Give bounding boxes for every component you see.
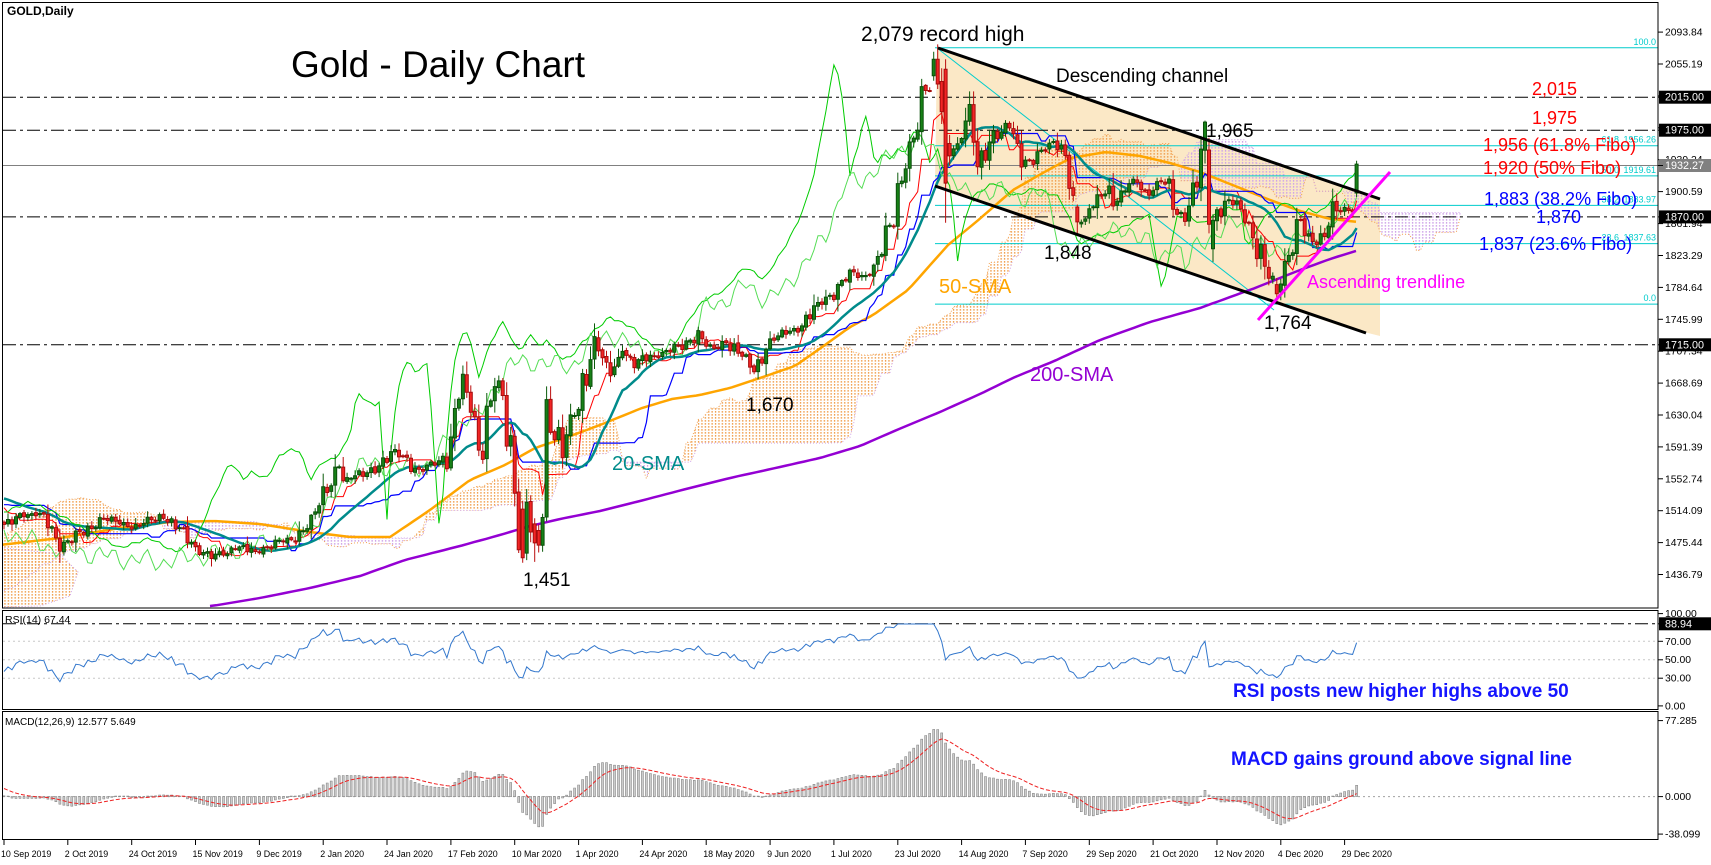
svg-text:2093.84: 2093.84 [1665, 28, 1703, 39]
svg-text:1861.94: 1861.94 [1665, 219, 1703, 230]
svg-text:77.285: 77.285 [1665, 716, 1697, 727]
svg-text:RSI posts new higher highs abo: RSI posts new higher highs above 50 [1233, 681, 1569, 702]
svg-text:2055.19: 2055.19 [1665, 60, 1703, 71]
svg-text:1552.74: 1552.74 [1665, 474, 1703, 485]
svg-text:14 Aug 2020: 14 Aug 2020 [959, 849, 1009, 859]
svg-text:Gold - Daily Chart: Gold - Daily Chart [291, 44, 586, 85]
svg-text:Descending channel: Descending channel [1056, 66, 1228, 87]
svg-text:4 Dec 2020: 4 Dec 2020 [1278, 849, 1323, 859]
svg-text:1823.29: 1823.29 [1665, 251, 1703, 262]
svg-text:MACD(12,26,9) 12.577 5.649: MACD(12,26,9) 12.577 5.649 [5, 717, 136, 728]
svg-text:1,920 (50% Fibo): 1,920 (50% Fibo) [1483, 158, 1621, 178]
svg-text:-38.099: -38.099 [1665, 830, 1700, 841]
svg-text:15 Nov 2019: 15 Nov 2019 [193, 849, 243, 859]
svg-text:1900.59: 1900.59 [1665, 187, 1703, 198]
svg-text:1745.99: 1745.99 [1665, 315, 1703, 326]
svg-text:61.8 1956.26: 61.8 1956.26 [1601, 135, 1656, 145]
svg-text:1630.04: 1630.04 [1665, 411, 1703, 422]
svg-text:1,965: 1,965 [1206, 121, 1254, 142]
svg-text:RSI(14) 67.44: RSI(14) 67.44 [5, 614, 71, 626]
svg-text:1715.00: 1715.00 [1665, 339, 1704, 351]
svg-text:38.2 1883.97: 38.2 1883.97 [1601, 194, 1656, 204]
svg-text:23.6 1837.63: 23.6 1837.63 [1601, 233, 1656, 243]
svg-text:1,975: 1,975 [1532, 108, 1577, 128]
svg-text:100.00: 100.00 [1665, 609, 1697, 620]
svg-text:88.94: 88.94 [1665, 618, 1692, 630]
svg-text:1668.69: 1668.69 [1665, 379, 1703, 390]
svg-text:MACD gains ground above signal: MACD gains ground above signal line [1231, 749, 1572, 770]
svg-text:24 Apr 2020: 24 Apr 2020 [639, 849, 687, 859]
svg-text:17 Feb 2020: 17 Feb 2020 [448, 849, 498, 859]
svg-text:200-SMA: 200-SMA [1030, 364, 1114, 386]
svg-text:12 Nov 2020: 12 Nov 2020 [1214, 849, 1264, 859]
svg-text:1,670: 1,670 [746, 395, 794, 416]
svg-text:1591.39: 1591.39 [1665, 442, 1703, 453]
svg-text:1,848: 1,848 [1044, 243, 1092, 264]
svg-text:1514.09: 1514.09 [1665, 506, 1703, 517]
svg-text:29 Sep 2020: 29 Sep 2020 [1086, 849, 1136, 859]
svg-text:0.0: 0.0 [1643, 293, 1656, 303]
svg-text:Ascending trendline: Ascending trendline [1307, 272, 1465, 292]
svg-text:1707.34: 1707.34 [1665, 347, 1703, 358]
svg-text:18 May 2020: 18 May 2020 [703, 849, 754, 859]
svg-text:9 Jun 2020: 9 Jun 2020 [767, 849, 811, 859]
svg-text:20-SMA: 20-SMA [612, 453, 685, 475]
svg-text:10 Mar 2020: 10 Mar 2020 [512, 849, 562, 859]
svg-text:1,883 (38.2% Fibo): 1,883 (38.2% Fibo) [1484, 189, 1637, 209]
svg-text:50.00: 50.00 [1665, 655, 1691, 666]
svg-text:21 Oct 2020: 21 Oct 2020 [1150, 849, 1198, 859]
svg-text:1 Jul 2020: 1 Jul 2020 [831, 849, 872, 859]
svg-text:1,956 (61.8% Fibo): 1,956 (61.8% Fibo) [1483, 135, 1636, 155]
svg-text:1,837 (23.6% Fibo): 1,837 (23.6% Fibo) [1479, 234, 1632, 254]
svg-text:1475.44: 1475.44 [1665, 538, 1703, 549]
svg-text:GOLD,Daily: GOLD,Daily [7, 4, 74, 18]
svg-text:100.0: 100.0 [1633, 37, 1656, 47]
svg-text:1 Apr 2020: 1 Apr 2020 [576, 849, 619, 859]
svg-text:1932.27: 1932.27 [1665, 160, 1704, 172]
svg-text:0.000: 0.000 [1665, 792, 1691, 803]
svg-text:29 Dec 2020: 29 Dec 2020 [1342, 849, 1392, 859]
svg-text:9 Dec 2019: 9 Dec 2019 [256, 849, 301, 859]
svg-text:1,870: 1,870 [1536, 207, 1581, 227]
svg-text:0.00: 0.00 [1665, 701, 1685, 712]
svg-text:2,079 record high: 2,079 record high [861, 23, 1024, 46]
svg-text:1,764: 1,764 [1264, 313, 1312, 334]
svg-text:30.00: 30.00 [1665, 674, 1691, 685]
svg-text:1870.00: 1870.00 [1665, 211, 1704, 223]
svg-text:10 Sep 2019: 10 Sep 2019 [1, 849, 51, 859]
svg-text:7 Sep 2020: 7 Sep 2020 [1022, 849, 1067, 859]
svg-text:2,015: 2,015 [1532, 79, 1577, 99]
svg-text:23 Jul 2020: 23 Jul 2020 [895, 849, 941, 859]
svg-text:1784.64: 1784.64 [1665, 283, 1703, 294]
svg-text:24 Oct 2019: 24 Oct 2019 [129, 849, 177, 859]
svg-text:2 Jan 2020: 2 Jan 2020 [320, 849, 364, 859]
svg-text:2015.00: 2015.00 [1665, 92, 1704, 104]
svg-text:2 Oct 2019: 2 Oct 2019 [65, 849, 108, 859]
svg-text:1,451: 1,451 [523, 570, 571, 591]
svg-text:24 Jan 2020: 24 Jan 2020 [384, 849, 433, 859]
svg-text:1436.79: 1436.79 [1665, 570, 1703, 581]
svg-text:70.00: 70.00 [1665, 637, 1691, 648]
svg-text:1975.00: 1975.00 [1665, 125, 1704, 137]
svg-text:50-SMA: 50-SMA [939, 276, 1012, 298]
svg-text:50.0 1919.61: 50.0 1919.61 [1601, 165, 1656, 175]
